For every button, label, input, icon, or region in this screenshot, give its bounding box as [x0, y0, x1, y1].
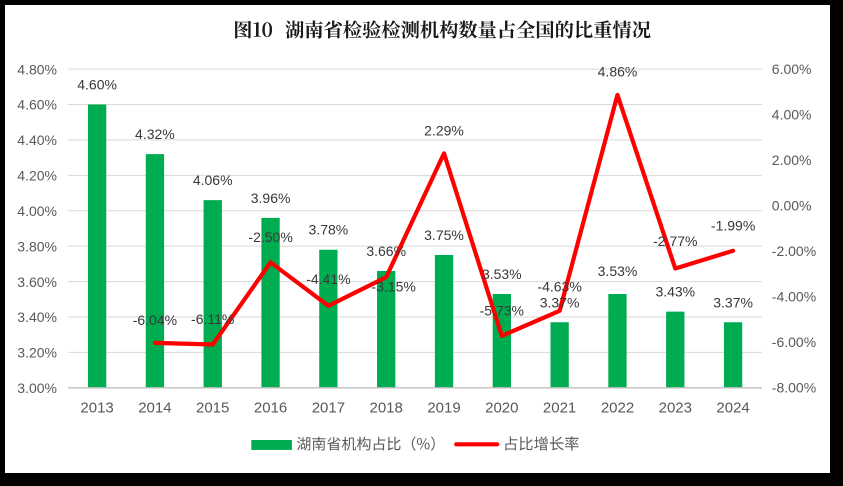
svg-text:2.00%: 2.00% — [772, 152, 812, 168]
svg-text:-3.15%: -3.15% — [372, 279, 416, 295]
svg-text:-6.00%: -6.00% — [772, 334, 816, 350]
svg-text:-4.63%: -4.63% — [537, 279, 581, 295]
svg-text:4.20%: 4.20% — [17, 168, 57, 184]
svg-text:0.00%: 0.00% — [772, 198, 812, 214]
svg-text:3.53%: 3.53% — [482, 266, 522, 282]
svg-text:-4.41%: -4.41% — [306, 271, 350, 287]
svg-text:-2.50%: -2.50% — [248, 229, 292, 245]
svg-text:4.60%: 4.60% — [77, 77, 117, 93]
svg-text:4.32%: 4.32% — [135, 126, 175, 142]
svg-text:4.60%: 4.60% — [17, 97, 57, 113]
svg-text:3.96%: 3.96% — [251, 190, 291, 206]
svg-text:2020: 2020 — [485, 400, 518, 417]
svg-text:3.75%: 3.75% — [424, 227, 464, 243]
svg-text:3.53%: 3.53% — [598, 263, 638, 279]
svg-text:3.78%: 3.78% — [309, 222, 349, 238]
svg-text:3.60%: 3.60% — [17, 274, 57, 290]
svg-text:2019: 2019 — [427, 400, 460, 417]
svg-text:2023: 2023 — [659, 400, 692, 417]
svg-text:-8.00%: -8.00% — [772, 380, 816, 396]
svg-text:4.40%: 4.40% — [17, 132, 57, 148]
svg-text:-6.04%: -6.04% — [133, 312, 177, 328]
svg-text:3.00%: 3.00% — [17, 380, 57, 396]
svg-text:2024: 2024 — [716, 400, 749, 417]
svg-text:3.37%: 3.37% — [713, 294, 753, 310]
svg-text:4.00%: 4.00% — [17, 203, 57, 219]
svg-text:3.43%: 3.43% — [655, 284, 695, 300]
svg-text:4.06%: 4.06% — [193, 172, 233, 188]
svg-text:4.86%: 4.86% — [598, 63, 638, 79]
svg-text:3.37%: 3.37% — [540, 294, 580, 310]
svg-text:-2.00%: -2.00% — [772, 243, 816, 259]
svg-text:-6.11%: -6.11% — [191, 311, 234, 327]
svg-text:-1.99%: -1.99% — [711, 218, 755, 234]
svg-text:2.29%: 2.29% — [424, 122, 464, 138]
svg-text:2013: 2013 — [80, 400, 113, 417]
svg-text:3.80%: 3.80% — [17, 238, 57, 254]
svg-text:2016: 2016 — [254, 400, 287, 417]
svg-text:3.66%: 3.66% — [366, 243, 406, 259]
svg-text:2015: 2015 — [196, 400, 229, 417]
svg-text:2018: 2018 — [370, 400, 403, 417]
svg-text:3.40%: 3.40% — [17, 309, 57, 325]
svg-text:4.00%: 4.00% — [772, 107, 812, 123]
svg-text:-5.73%: -5.73% — [480, 302, 524, 318]
svg-text:3.20%: 3.20% — [17, 345, 57, 361]
svg-text:2022: 2022 — [601, 400, 634, 417]
svg-text:6.00%: 6.00% — [772, 61, 812, 77]
svg-text:-4.00%: -4.00% — [772, 289, 816, 305]
svg-text:2014: 2014 — [138, 400, 171, 417]
svg-text:2021: 2021 — [543, 400, 576, 417]
svg-text:4.80%: 4.80% — [17, 61, 57, 77]
svg-text:2017: 2017 — [312, 400, 345, 417]
svg-text:-2.77%: -2.77% — [653, 233, 697, 249]
